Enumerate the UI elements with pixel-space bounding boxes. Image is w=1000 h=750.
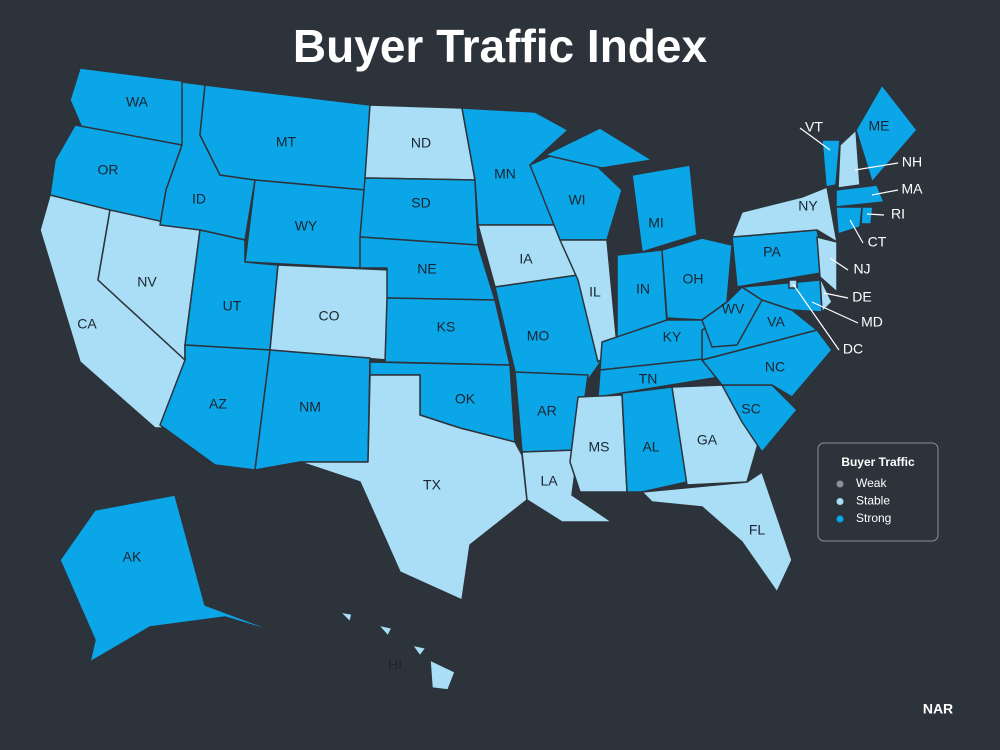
legend-swatch: [836, 515, 844, 523]
state: [339, 611, 353, 623]
state-label: IA: [519, 251, 533, 267]
state: [821, 139, 841, 188]
state-label: GA: [697, 432, 718, 448]
state: [741, 279, 823, 313]
state-label: CA: [77, 316, 97, 332]
state-label: SC: [741, 401, 760, 417]
state-label: TX: [423, 477, 442, 493]
callout-line: [811, 301, 859, 324]
state-label: MN: [494, 166, 516, 182]
state-label: CO: [319, 308, 340, 324]
state-label: MI: [648, 215, 664, 231]
state-label: NH: [902, 154, 922, 170]
state: [544, 127, 653, 169]
state: [621, 386, 688, 493]
state-label: OK: [455, 391, 476, 407]
state-label: OR: [98, 162, 119, 178]
state: [59, 494, 286, 663]
state-label: TN: [639, 371, 658, 387]
state-label: WV: [722, 301, 745, 317]
state-label: NE: [417, 261, 436, 277]
state-label: VA: [767, 314, 785, 330]
state-label: MA: [902, 181, 924, 197]
state-label: KS: [437, 319, 456, 335]
state-label: PA: [763, 244, 781, 260]
state-label: FL: [749, 522, 766, 538]
state-label: SD: [411, 195, 430, 211]
state: [631, 164, 698, 253]
states: [39, 67, 918, 691]
state-label: MO: [527, 328, 550, 344]
state-label: NV: [137, 274, 157, 290]
state-label: NC: [765, 359, 785, 375]
legend-label: Weak: [856, 476, 887, 490]
state-labels: WA OR CA NV ID MT WY UT CO AZ NM ND SD NE KS OK TX MN IA MO…: [77, 94, 923, 673]
state-label: NM: [299, 399, 321, 415]
state-label: ME: [869, 118, 890, 134]
callout-line: [792, 283, 840, 351]
callout-line: [849, 219, 864, 244]
legend-title: Buyer Traffic: [841, 455, 915, 469]
state-label: ND: [411, 135, 431, 151]
state-label: RI: [891, 206, 905, 222]
callout-line: [823, 292, 849, 299]
state-label: AK: [123, 549, 142, 565]
callout-line: [829, 257, 849, 271]
legend: Weak Stable Strong: [836, 476, 891, 525]
state-label: ID: [192, 191, 206, 207]
legend-box: [817, 442, 939, 542]
callout-line: [871, 189, 899, 196]
state: [816, 236, 838, 293]
state-label: KY: [663, 329, 682, 345]
source: NAR: [923, 701, 953, 717]
state-label: IN: [636, 281, 650, 297]
title: Buyer Traffic Index: [293, 20, 708, 72]
state-label: MD: [861, 314, 883, 330]
legend-swatch: [836, 480, 844, 488]
state: [855, 84, 918, 183]
state-label: LA: [540, 473, 558, 489]
state-label: MS: [589, 439, 610, 455]
state: [835, 206, 863, 235]
state: [494, 274, 603, 381]
legend-swatch: [836, 498, 844, 505]
state: [860, 206, 874, 225]
state: [569, 394, 628, 493]
state-label: WY: [295, 218, 318, 234]
state: [837, 129, 861, 189]
state-label: AL: [642, 439, 659, 455]
state-label: MT: [276, 134, 297, 150]
state-label: VT: [805, 119, 823, 135]
state-label: CT: [868, 234, 887, 250]
state-label: NJ: [853, 261, 870, 277]
state-label: AR: [537, 403, 556, 419]
state-label: HI: [388, 657, 402, 673]
legend-label: Strong: [856, 511, 891, 525]
state: [429, 659, 456, 691]
callout-line: [854, 162, 899, 171]
state: [359, 177, 479, 246]
state: [377, 624, 393, 637]
state-label: DC: [843, 341, 863, 357]
legend-label: Stable: [856, 494, 890, 508]
callout-line: [866, 213, 885, 216]
state: [641, 471, 793, 593]
state: [411, 644, 427, 657]
state-label: AZ: [209, 396, 227, 412]
callout-line: [799, 127, 831, 151]
state: [299, 374, 528, 601]
state-label: DE: [852, 289, 871, 305]
state-label: WI: [568, 192, 585, 208]
state-label: OH: [683, 271, 704, 287]
state: [835, 184, 885, 208]
state-label: UT: [223, 298, 242, 314]
state-label: WA: [126, 94, 149, 110]
state-label: NY: [798, 198, 818, 214]
state-label: IL: [589, 284, 601, 300]
